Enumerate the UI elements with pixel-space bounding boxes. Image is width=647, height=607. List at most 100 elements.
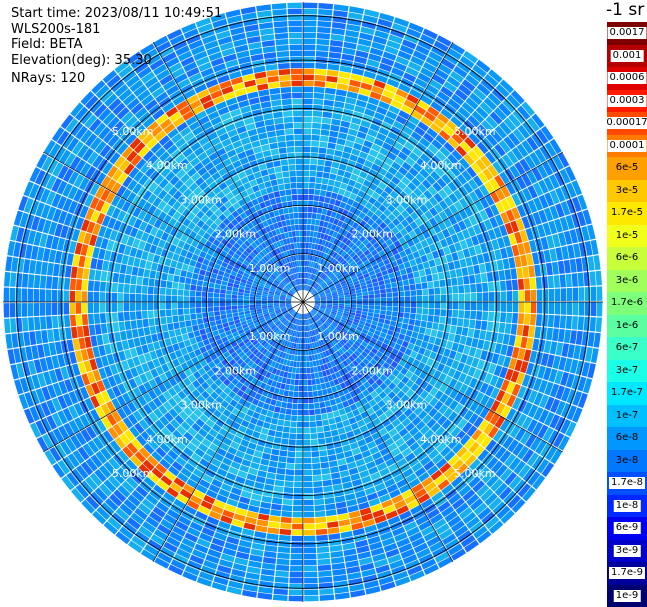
- ray-gate: [311, 274, 315, 281]
- ray-gate: [589, 317, 596, 332]
- ray-gate: [326, 75, 338, 83]
- ray-gate: [75, 279, 83, 291]
- ray-gate: [332, 112, 343, 120]
- ray-gate: [332, 574, 348, 582]
- ray-gate: [423, 563, 439, 576]
- ray-gate: [232, 563, 247, 572]
- ray-gate: [451, 149, 463, 161]
- ray-gate: [292, 348, 296, 355]
- ray-gate: [447, 261, 455, 271]
- ray-gate: [354, 269, 362, 275]
- ray-gate: [374, 234, 382, 242]
- ray-gate: [382, 89, 395, 99]
- ray-gate: [341, 151, 351, 160]
- ray-gate: [294, 385, 299, 392]
- ray-gate: [447, 367, 456, 378]
- ray-gate: [341, 536, 355, 545]
- ray-gate: [450, 42, 466, 55]
- ray-gate: [316, 534, 329, 542]
- ray-gate: [331, 373, 337, 380]
- ray-gate: [476, 124, 490, 137]
- ray-gate: [490, 443, 502, 456]
- ray-gate: [274, 406, 281, 413]
- ray-gate: [216, 404, 226, 414]
- ray-gate: [252, 536, 266, 545]
- ray-gate: [309, 330, 313, 337]
- ray-gate: [323, 363, 329, 370]
- ray-gate: [423, 189, 433, 200]
- ray-gate: [527, 471, 541, 486]
- ray-gate: [196, 280, 204, 287]
- ray-gate: [317, 251, 322, 258]
- ray-gate: [438, 200, 449, 210]
- ray-gate: [401, 376, 410, 385]
- ray-gate: [461, 101, 475, 115]
- ray-gate: [344, 294, 351, 298]
- ray-gate: [219, 391, 228, 400]
- ray-gate: [502, 235, 511, 247]
- ray-gate: [415, 242, 423, 251]
- ray-gate: [135, 311, 142, 320]
- ray-gate: [320, 407, 327, 414]
- ray-gate: [311, 213, 317, 219]
- ray-gate: [57, 290, 64, 302]
- ray-gate: [333, 352, 339, 359]
- ray-gate: [332, 238, 339, 245]
- ray-gate: [409, 259, 417, 267]
- ray-gate: [304, 571, 318, 578]
- ray-gate: [303, 224, 307, 231]
- ray-gate: [343, 548, 357, 557]
- ray-gate: [308, 242, 313, 249]
- ray-gate: [347, 18, 362, 26]
- ray-gate: [319, 293, 326, 297]
- ray-gate: [423, 164, 434, 175]
- ray-gate: [369, 541, 383, 551]
- ray-gate: [212, 438, 222, 447]
- ray-gate: [338, 303, 345, 307]
- ray-gate: [471, 357, 480, 368]
- ray-gate: [340, 182, 348, 190]
- ray-gate: [569, 258, 577, 273]
- ray-gate: [331, 22, 346, 30]
- ray-gate: [475, 158, 487, 171]
- ray-gate: [507, 439, 519, 453]
- ray-gate: [422, 61, 437, 73]
- ray-gate: [290, 317, 294, 323]
- ray-gate: [215, 570, 231, 580]
- ray-gate: [343, 326, 350, 331]
- ray-gate: [514, 359, 523, 372]
- ray-gate: [259, 507, 271, 515]
- ray-gate: [434, 287, 441, 295]
- ray-gate: [271, 340, 277, 347]
- ray-gate: [331, 404, 339, 412]
- ray-gate: [367, 97, 380, 106]
- ray-gate: [303, 397, 309, 404]
- ray-gate: [450, 233, 460, 244]
- ray-gate: [268, 366, 274, 373]
- ray-gate: [470, 283, 477, 293]
- ray-gate: [343, 146, 353, 154]
- ray-gate: [314, 305, 320, 309]
- ray-gate: [119, 264, 127, 274]
- ray-gate: [344, 140, 355, 148]
- ray-gate: [322, 479, 333, 487]
- ray-gate: [305, 254, 308, 261]
- ray-gate: [300, 319, 303, 326]
- ray-gate: [324, 215, 331, 223]
- ray-gate: [345, 357, 352, 365]
- ray-gate: [429, 243, 437, 253]
- ray-gate: [72, 254, 80, 267]
- ray-gate: [295, 319, 299, 325]
- ray-gate: [307, 218, 312, 225]
- ray-gate: [251, 493, 262, 501]
- ray-gate: [320, 273, 326, 279]
- ray-gate: [225, 306, 232, 311]
- ray-gate: [440, 294, 447, 302]
- ray-gate: [340, 268, 347, 274]
- ray-gate: [424, 481, 437, 493]
- ray-gate: [327, 327, 333, 333]
- ray-gate: [426, 252, 434, 261]
- ray-gate: [416, 302, 423, 308]
- ray-gate: [513, 479, 527, 494]
- ray-gate: [379, 467, 390, 477]
